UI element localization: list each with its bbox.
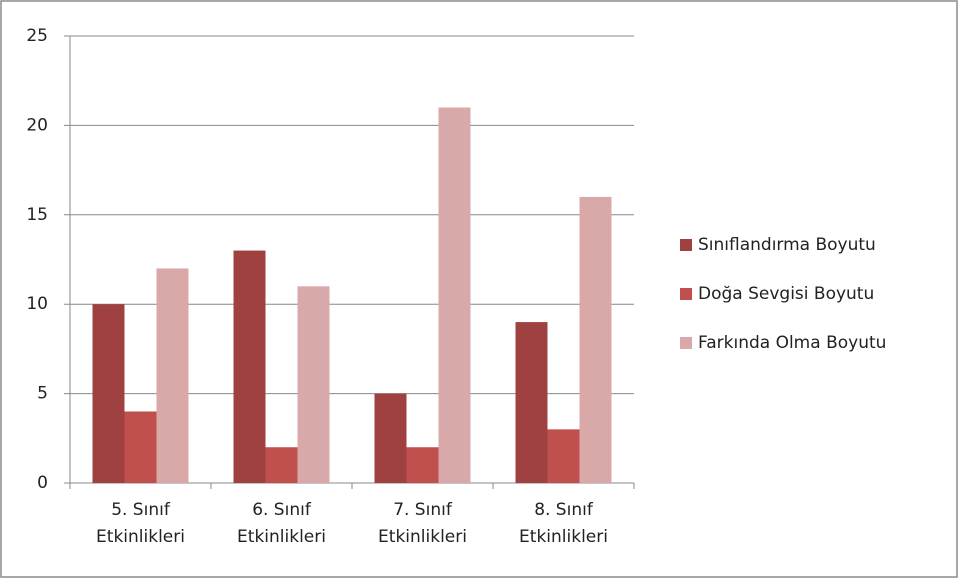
bar — [124, 411, 157, 483]
bar — [156, 268, 189, 483]
bar — [438, 107, 471, 484]
bar — [265, 447, 298, 483]
bar — [579, 196, 612, 484]
legend-label: Farkında Olma Boyutu — [698, 333, 886, 353]
legend-swatch — [680, 337, 692, 349]
legend-label: Sınıflandırma Boyutu — [698, 235, 876, 255]
legend-label: Doğa Sevgisi Boyutu — [698, 284, 874, 304]
x-tick-label: 5. Sınıf Etkinlikleri — [96, 500, 185, 547]
y-tick-label: 10 — [26, 294, 48, 314]
bar — [374, 393, 407, 483]
bar — [92, 304, 125, 483]
y-tick-label: 15 — [26, 205, 48, 225]
bar — [547, 429, 580, 483]
y-tick-label: 0 — [37, 473, 48, 493]
bar — [297, 286, 330, 483]
y-tick-label: 25 — [26, 26, 48, 46]
y-tick-label: 5 — [37, 384, 48, 404]
bar — [233, 250, 266, 483]
x-tick-label: 8. Sınıf Etkinlikleri — [519, 500, 608, 547]
bar — [406, 447, 439, 483]
y-tick-label: 20 — [26, 115, 48, 135]
x-tick-label: 7. Sınıf Etkinlikleri — [378, 500, 467, 547]
legend-swatch — [680, 239, 692, 251]
x-tick-label: 6. Sınıf Etkinlikleri — [237, 500, 326, 547]
legend-swatch — [680, 288, 692, 300]
bar — [515, 322, 548, 483]
